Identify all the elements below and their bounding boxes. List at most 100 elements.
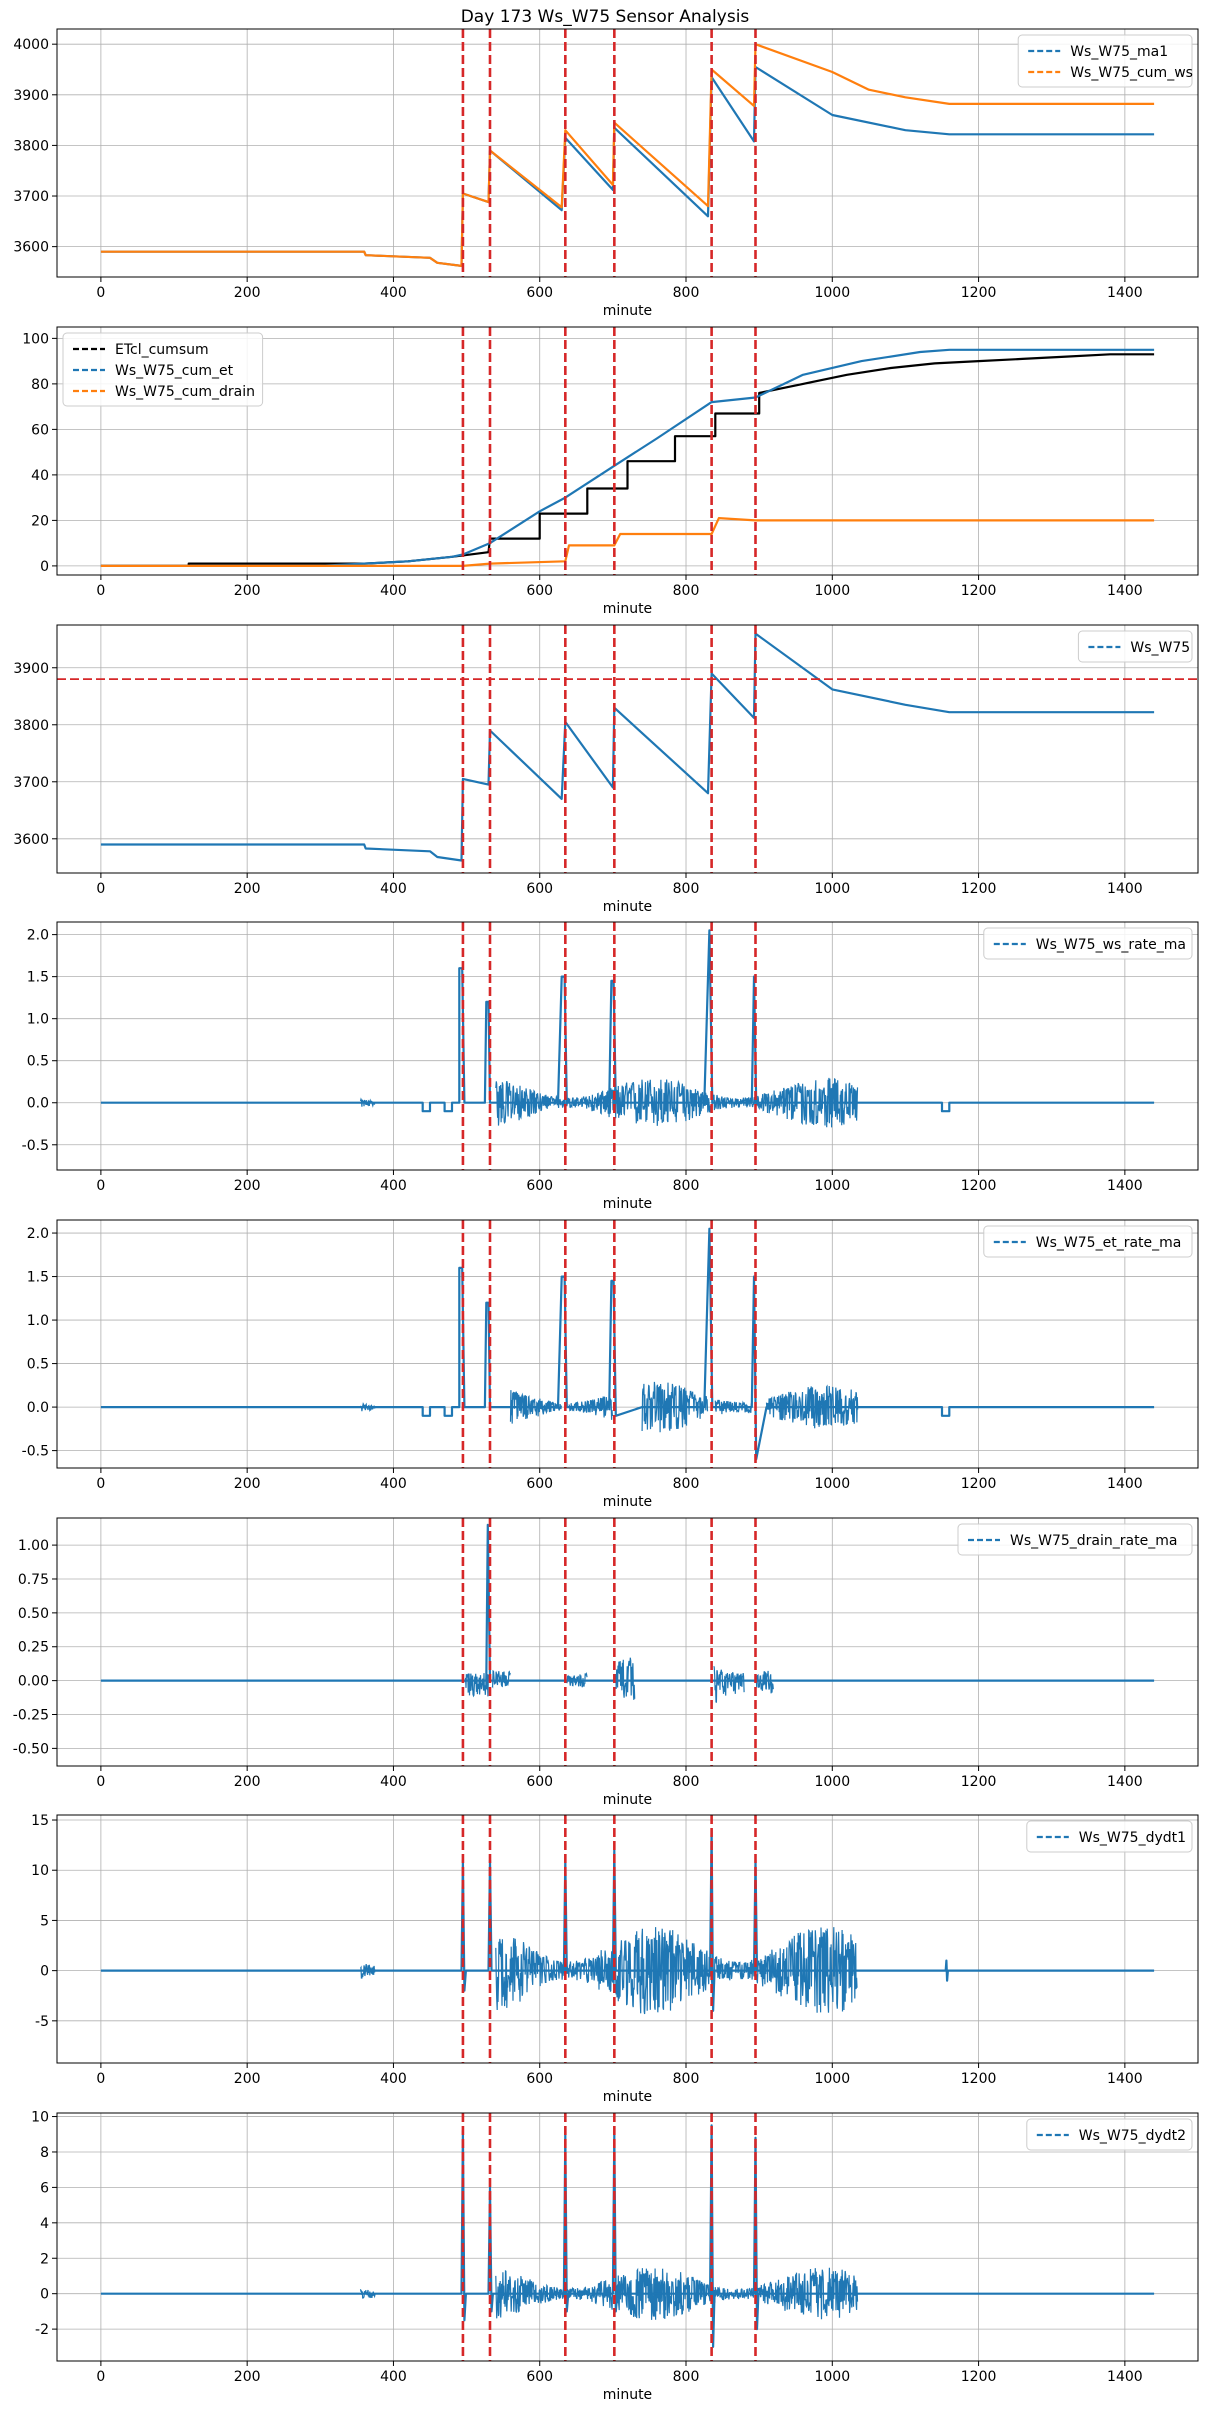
x-tick-label: 0 <box>96 2071 105 2087</box>
x-axis-label: minute <box>603 1792 652 1808</box>
x-tick-label: 1400 <box>1107 1178 1143 1194</box>
x-axis-label: minute <box>603 303 652 319</box>
x-tick-label: 800 <box>673 1774 700 1790</box>
x-tick-label: 200 <box>234 1476 261 1492</box>
plot-area <box>100 1518 1155 1766</box>
legend-box <box>1026 2118 1193 2151</box>
x-axis-label: minute <box>603 2089 652 2105</box>
x-tick-label: 800 <box>673 583 700 599</box>
x-axis-label: minute <box>603 899 652 915</box>
x-tick-label: 200 <box>234 1178 261 1194</box>
legend-box <box>62 332 264 407</box>
legend-label: Ws_W75 <box>1130 640 1190 656</box>
x-tick-label: 1400 <box>1107 285 1143 301</box>
subplot-4: 0 200 400 600 800 1000 1200 1400 -0.5 0.0 0.5 1.0 1.… <box>22 921 1199 1212</box>
y-tick-label: -0.50 <box>13 1741 49 1757</box>
y-tick-label: 100 <box>22 331 49 347</box>
x-axis-label: minute <box>603 2387 652 2403</box>
legend: ETcl_cumsum Ws_W75_cum_et Ws_W75_cum_drain <box>62 332 264 407</box>
x-tick-label: 0 <box>96 1774 105 1790</box>
y-tick-label: 1.0 <box>27 1012 49 1028</box>
x-tick-label: 400 <box>380 881 407 897</box>
x-tick-label: 1400 <box>1107 1774 1143 1790</box>
y-tick-label: 0.50 <box>18 1606 49 1622</box>
y-tick-label: 1.00 <box>18 1538 49 1554</box>
axes-frame <box>56 1517 1199 1767</box>
noise-band <box>495 1077 859 1128</box>
x-tick-label: 800 <box>673 1476 700 1492</box>
legend-label: Ws_W75_ws_rate_ma <box>1036 937 1186 953</box>
x-tick-label: 400 <box>380 285 407 301</box>
x-tick-label: 1000 <box>814 285 850 301</box>
y-tick-label: 3800 <box>13 718 49 734</box>
legend: Ws_W75_dydt2 <box>1026 2118 1193 2151</box>
x-tick-label: 1400 <box>1107 583 1143 599</box>
y-tick-label: 1.5 <box>27 1270 49 1286</box>
x-tick-label: 600 <box>526 881 553 897</box>
subplot-2: 0 200 400 600 800 1000 1200 1400 0 20 40 60 80 100 min… <box>22 326 1199 617</box>
y-tick-label: 6 <box>40 2180 49 2196</box>
y-tick-label: 0 <box>40 1964 49 1980</box>
plot-area <box>100 1815 1155 2063</box>
x-tick-label: 1000 <box>814 1178 850 1194</box>
axes-frame <box>56 921 1199 1171</box>
y-tick-label: 60 <box>31 422 49 438</box>
x-tick-label: 400 <box>380 2071 407 2087</box>
legend: Ws_W75_ma1 Ws_W75_cum_ws <box>1017 34 1193 88</box>
y-tick-label: 15 <box>31 1813 49 1829</box>
x-tick-label: 1000 <box>814 1476 850 1492</box>
x-tick-label: 0 <box>96 2369 105 2385</box>
y-tick-label: 2.0 <box>27 1226 49 1242</box>
noise-band <box>641 1381 709 1433</box>
axes-frame <box>56 326 1199 576</box>
y-tick-label: 0.00 <box>18 1674 49 1690</box>
y-tick-label: 3900 <box>13 88 49 104</box>
y-tick-label: -2 <box>35 2322 49 2338</box>
y-tick-label: 2.0 <box>27 928 49 944</box>
legend-box <box>1026 1820 1193 1853</box>
x-tick-label: 600 <box>526 2071 553 2087</box>
legend-box <box>957 1523 1193 1556</box>
x-tick-label: 1200 <box>961 2369 997 2385</box>
subplot-7: 0 200 400 600 800 1000 1200 1400 -5 0 5 10 15 minute W… <box>31 1813 1199 2105</box>
plot-area <box>100 29 1155 277</box>
axes-frame <box>56 624 1199 874</box>
y-tick-label: 3600 <box>13 832 49 848</box>
plot-area <box>100 1220 1155 1468</box>
x-tick-label: 1000 <box>814 2369 850 2385</box>
legend-label: Ws_W75_cum_ws <box>1070 65 1193 81</box>
y-tick-label: 8 <box>40 2145 49 2161</box>
plot-area <box>100 2113 1155 2361</box>
x-tick-label: 800 <box>673 881 700 897</box>
x-tick-label: 0 <box>96 583 105 599</box>
x-tick-label: 800 <box>673 2369 700 2385</box>
legend-label: Ws_W75_drain_rate_ma <box>1010 1533 1177 1549</box>
series-line-Ws_W75_dydt2 <box>100 2124 1155 2348</box>
x-tick-label: 1000 <box>814 881 850 897</box>
y-tick-label: 3900 <box>13 661 49 677</box>
x-tick-label: 200 <box>234 881 261 897</box>
x-tick-label: 600 <box>526 1774 553 1790</box>
y-tick-label: 0.25 <box>18 1640 49 1656</box>
subplot-8: 0 200 400 600 800 1000 1200 1400 -2 0 2 4 6 8 10 minute… <box>31 2110 1199 2403</box>
noise-band <box>713 1665 745 1703</box>
x-tick-label: 600 <box>526 1178 553 1194</box>
x-tick-label: 800 <box>673 2071 700 2087</box>
noise-band <box>359 1097 376 1108</box>
grid <box>57 1815 1198 2063</box>
x-tick-label: 400 <box>380 1774 407 1790</box>
x-tick-label: 1400 <box>1107 2071 1143 2087</box>
y-tick-label: 20 <box>31 513 49 529</box>
x-tick-label: 1200 <box>961 583 997 599</box>
noise-band <box>755 1670 774 1694</box>
x-tick-label: 0 <box>96 1178 105 1194</box>
x-axis-label: minute <box>603 1494 652 1510</box>
legend: Ws_W75_dydt1 <box>1026 1820 1193 1853</box>
y-tick-label: 4000 <box>13 37 49 53</box>
y-tick-label: 3700 <box>13 775 49 791</box>
axes-frame <box>56 1219 1199 1469</box>
y-tick-label: -0.25 <box>13 1708 49 1724</box>
plot-area <box>57 625 1198 873</box>
grid <box>57 625 1198 873</box>
legend-label: Ws_W75_dydt2 <box>1079 2128 1186 2144</box>
